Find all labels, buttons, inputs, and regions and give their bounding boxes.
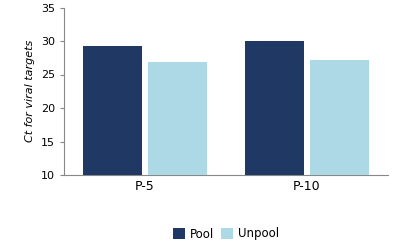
Bar: [310, 60, 368, 242]
Bar: [246, 41, 304, 242]
Bar: [148, 62, 206, 242]
Legend: Pool, Unpool: Pool, Unpool: [168, 223, 284, 245]
Y-axis label: Ct for viral targets: Ct for viral targets: [25, 40, 35, 142]
Bar: [84, 46, 142, 242]
